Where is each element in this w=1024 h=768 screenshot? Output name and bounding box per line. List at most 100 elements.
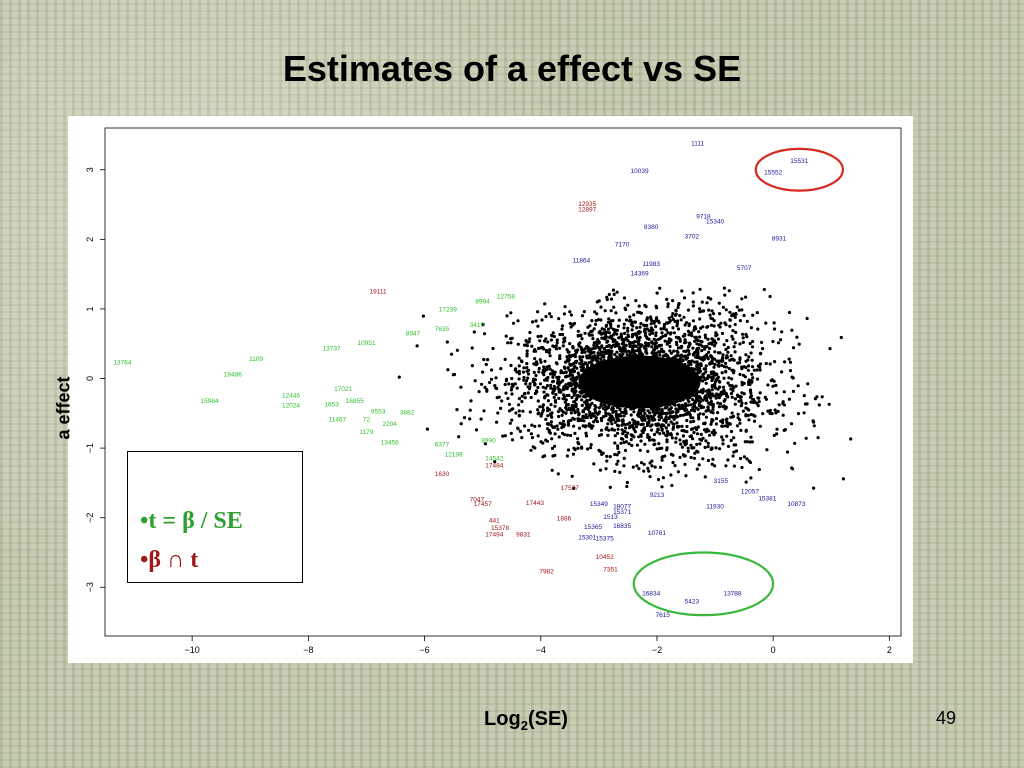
data-point: [550, 380, 555, 384]
data-point: [701, 398, 705, 402]
data-point: [743, 440, 747, 444]
data-point: [621, 419, 625, 423]
data-point: [586, 447, 590, 451]
data-point: [525, 362, 529, 366]
data-point: [712, 324, 716, 328]
data-point: [648, 332, 652, 336]
data-point: [529, 448, 533, 452]
data-point: [704, 364, 708, 368]
data-point: [646, 435, 650, 439]
data-point: [642, 408, 646, 412]
data-point: [609, 414, 613, 418]
point-label-blue: 7615: [656, 612, 671, 619]
data-point: [525, 366, 529, 370]
data-point: [590, 319, 594, 323]
data-point: [742, 365, 746, 369]
data-point: [745, 335, 749, 339]
data-point: [708, 433, 712, 437]
data-point: [710, 342, 714, 346]
data-point: [569, 433, 573, 438]
point-label-red: 7047: [470, 497, 485, 504]
data-point: [643, 442, 647, 446]
data-point: [518, 429, 522, 433]
point-label-red: 17537: [561, 485, 579, 492]
data-point: [684, 474, 688, 478]
data-point: [667, 423, 671, 427]
data-point: [651, 341, 655, 345]
data-point: [573, 399, 577, 404]
data-point: [713, 431, 717, 435]
x-tick-label: −2: [652, 645, 662, 655]
data-point: [582, 362, 586, 367]
point-label-green: 8994: [475, 298, 490, 305]
point-label-red: 1886: [557, 515, 572, 522]
data-point: [622, 464, 626, 468]
data-point: [534, 373, 538, 378]
data-point: [722, 286, 727, 290]
data-point: [685, 356, 690, 360]
data-point: [663, 454, 667, 458]
data-point: [608, 485, 612, 489]
data-point: [639, 311, 643, 315]
data-point: [660, 412, 664, 416]
data-point: [707, 308, 711, 312]
data-point: [681, 434, 686, 438]
data-point: [517, 403, 521, 407]
data-point: [567, 353, 572, 358]
data-point: [559, 371, 563, 375]
data-point: [630, 443, 634, 448]
data-point: [469, 399, 473, 403]
data-point: [482, 332, 487, 336]
data-point: [675, 421, 679, 425]
data-point: [583, 407, 587, 411]
data-point: [659, 327, 663, 331]
data-point: [633, 353, 638, 357]
data-point: [706, 296, 710, 300]
data-point: [736, 412, 740, 416]
data-point: [658, 286, 662, 290]
data-point: [764, 321, 768, 325]
data-point: [542, 390, 546, 394]
data-point: [536, 334, 540, 339]
data-point: [584, 431, 588, 435]
data-point: [557, 435, 561, 439]
data-point: [734, 312, 738, 316]
data-point: [671, 356, 676, 360]
data-point: [802, 411, 806, 415]
data-point: [722, 392, 726, 396]
data-point: [737, 399, 741, 403]
data-point: [576, 417, 580, 421]
data-point: [607, 412, 611, 416]
data-point: [689, 362, 693, 366]
data-point: [647, 418, 651, 422]
data-point: [670, 483, 674, 488]
point-label-red: 7351: [603, 566, 618, 573]
data-point: [580, 358, 584, 362]
data-point: [634, 344, 639, 348]
data-point: [652, 348, 657, 352]
data-point: [664, 420, 668, 424]
data-point: [687, 411, 692, 415]
data-point: [555, 338, 559, 342]
data-point: [564, 375, 568, 379]
y-tick-label: 3: [85, 167, 95, 172]
point-label-red: 12897: [578, 207, 596, 214]
data-point: [530, 436, 535, 440]
data-point: [709, 375, 713, 379]
data-point: [625, 435, 629, 439]
data-point: [515, 370, 519, 374]
data-point: [714, 417, 719, 421]
data-point: [669, 406, 673, 410]
data-point: [713, 386, 718, 390]
data-point: [640, 429, 644, 433]
data-point: [706, 337, 710, 341]
data-point: [497, 395, 501, 399]
data-point: [533, 382, 537, 386]
data-point: [749, 394, 754, 398]
data-point: [619, 441, 623, 445]
point-label-green: 3419: [470, 322, 485, 329]
data-point: [586, 345, 590, 350]
data-point: [604, 414, 608, 418]
data-point: [668, 332, 673, 336]
data-point: [726, 381, 730, 385]
